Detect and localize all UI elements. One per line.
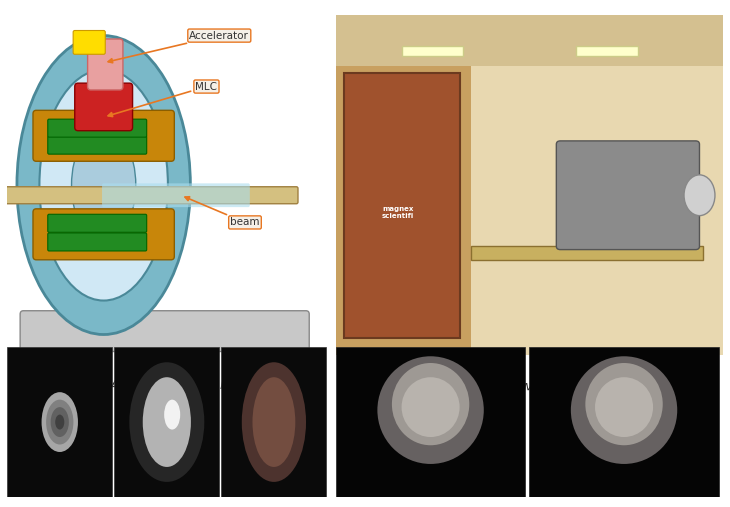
FancyBboxPatch shape <box>20 311 310 351</box>
Text: Accelerator: Accelerator <box>108 30 249 63</box>
Ellipse shape <box>571 356 677 464</box>
Ellipse shape <box>17 35 191 335</box>
FancyBboxPatch shape <box>47 233 147 251</box>
Ellipse shape <box>377 356 484 464</box>
Bar <box>7 347 112 497</box>
Text: (b) Prototype MRI accelerator: (b) Prototype MRI accelerator <box>437 382 621 395</box>
Ellipse shape <box>242 362 306 482</box>
Bar <box>336 347 526 497</box>
Text: magnex
scientifi: magnex scientifi <box>382 206 414 219</box>
Bar <box>402 46 464 56</box>
FancyBboxPatch shape <box>0 187 298 204</box>
FancyBboxPatch shape <box>556 141 699 249</box>
Ellipse shape <box>50 407 69 437</box>
Bar <box>336 66 472 355</box>
Bar <box>221 347 326 497</box>
FancyBboxPatch shape <box>88 39 123 90</box>
FancyBboxPatch shape <box>33 111 174 161</box>
Ellipse shape <box>42 392 78 452</box>
FancyBboxPatch shape <box>47 214 147 232</box>
Bar <box>344 73 460 338</box>
Ellipse shape <box>684 175 715 215</box>
Bar <box>472 246 704 260</box>
Bar <box>529 347 719 497</box>
Ellipse shape <box>392 363 469 445</box>
Ellipse shape <box>39 69 168 301</box>
Ellipse shape <box>46 400 74 445</box>
Ellipse shape <box>129 362 204 482</box>
Ellipse shape <box>253 377 296 467</box>
Ellipse shape <box>402 377 460 437</box>
Ellipse shape <box>585 363 663 445</box>
Text: MLC: MLC <box>108 82 218 117</box>
FancyBboxPatch shape <box>47 136 147 154</box>
Bar <box>336 15 723 66</box>
FancyBboxPatch shape <box>33 209 174 260</box>
FancyBboxPatch shape <box>102 184 250 207</box>
Ellipse shape <box>143 377 191 467</box>
FancyBboxPatch shape <box>73 30 105 54</box>
Ellipse shape <box>595 377 653 437</box>
Bar <box>576 46 637 56</box>
Ellipse shape <box>164 400 180 429</box>
Text: (a) Artist impression MRL: (a) Artist impression MRL <box>89 379 247 392</box>
Ellipse shape <box>55 415 64 429</box>
FancyBboxPatch shape <box>74 83 133 131</box>
Text: beam: beam <box>185 197 260 228</box>
FancyBboxPatch shape <box>47 119 147 137</box>
Bar <box>472 66 723 355</box>
Ellipse shape <box>72 127 136 243</box>
Bar <box>115 347 219 497</box>
